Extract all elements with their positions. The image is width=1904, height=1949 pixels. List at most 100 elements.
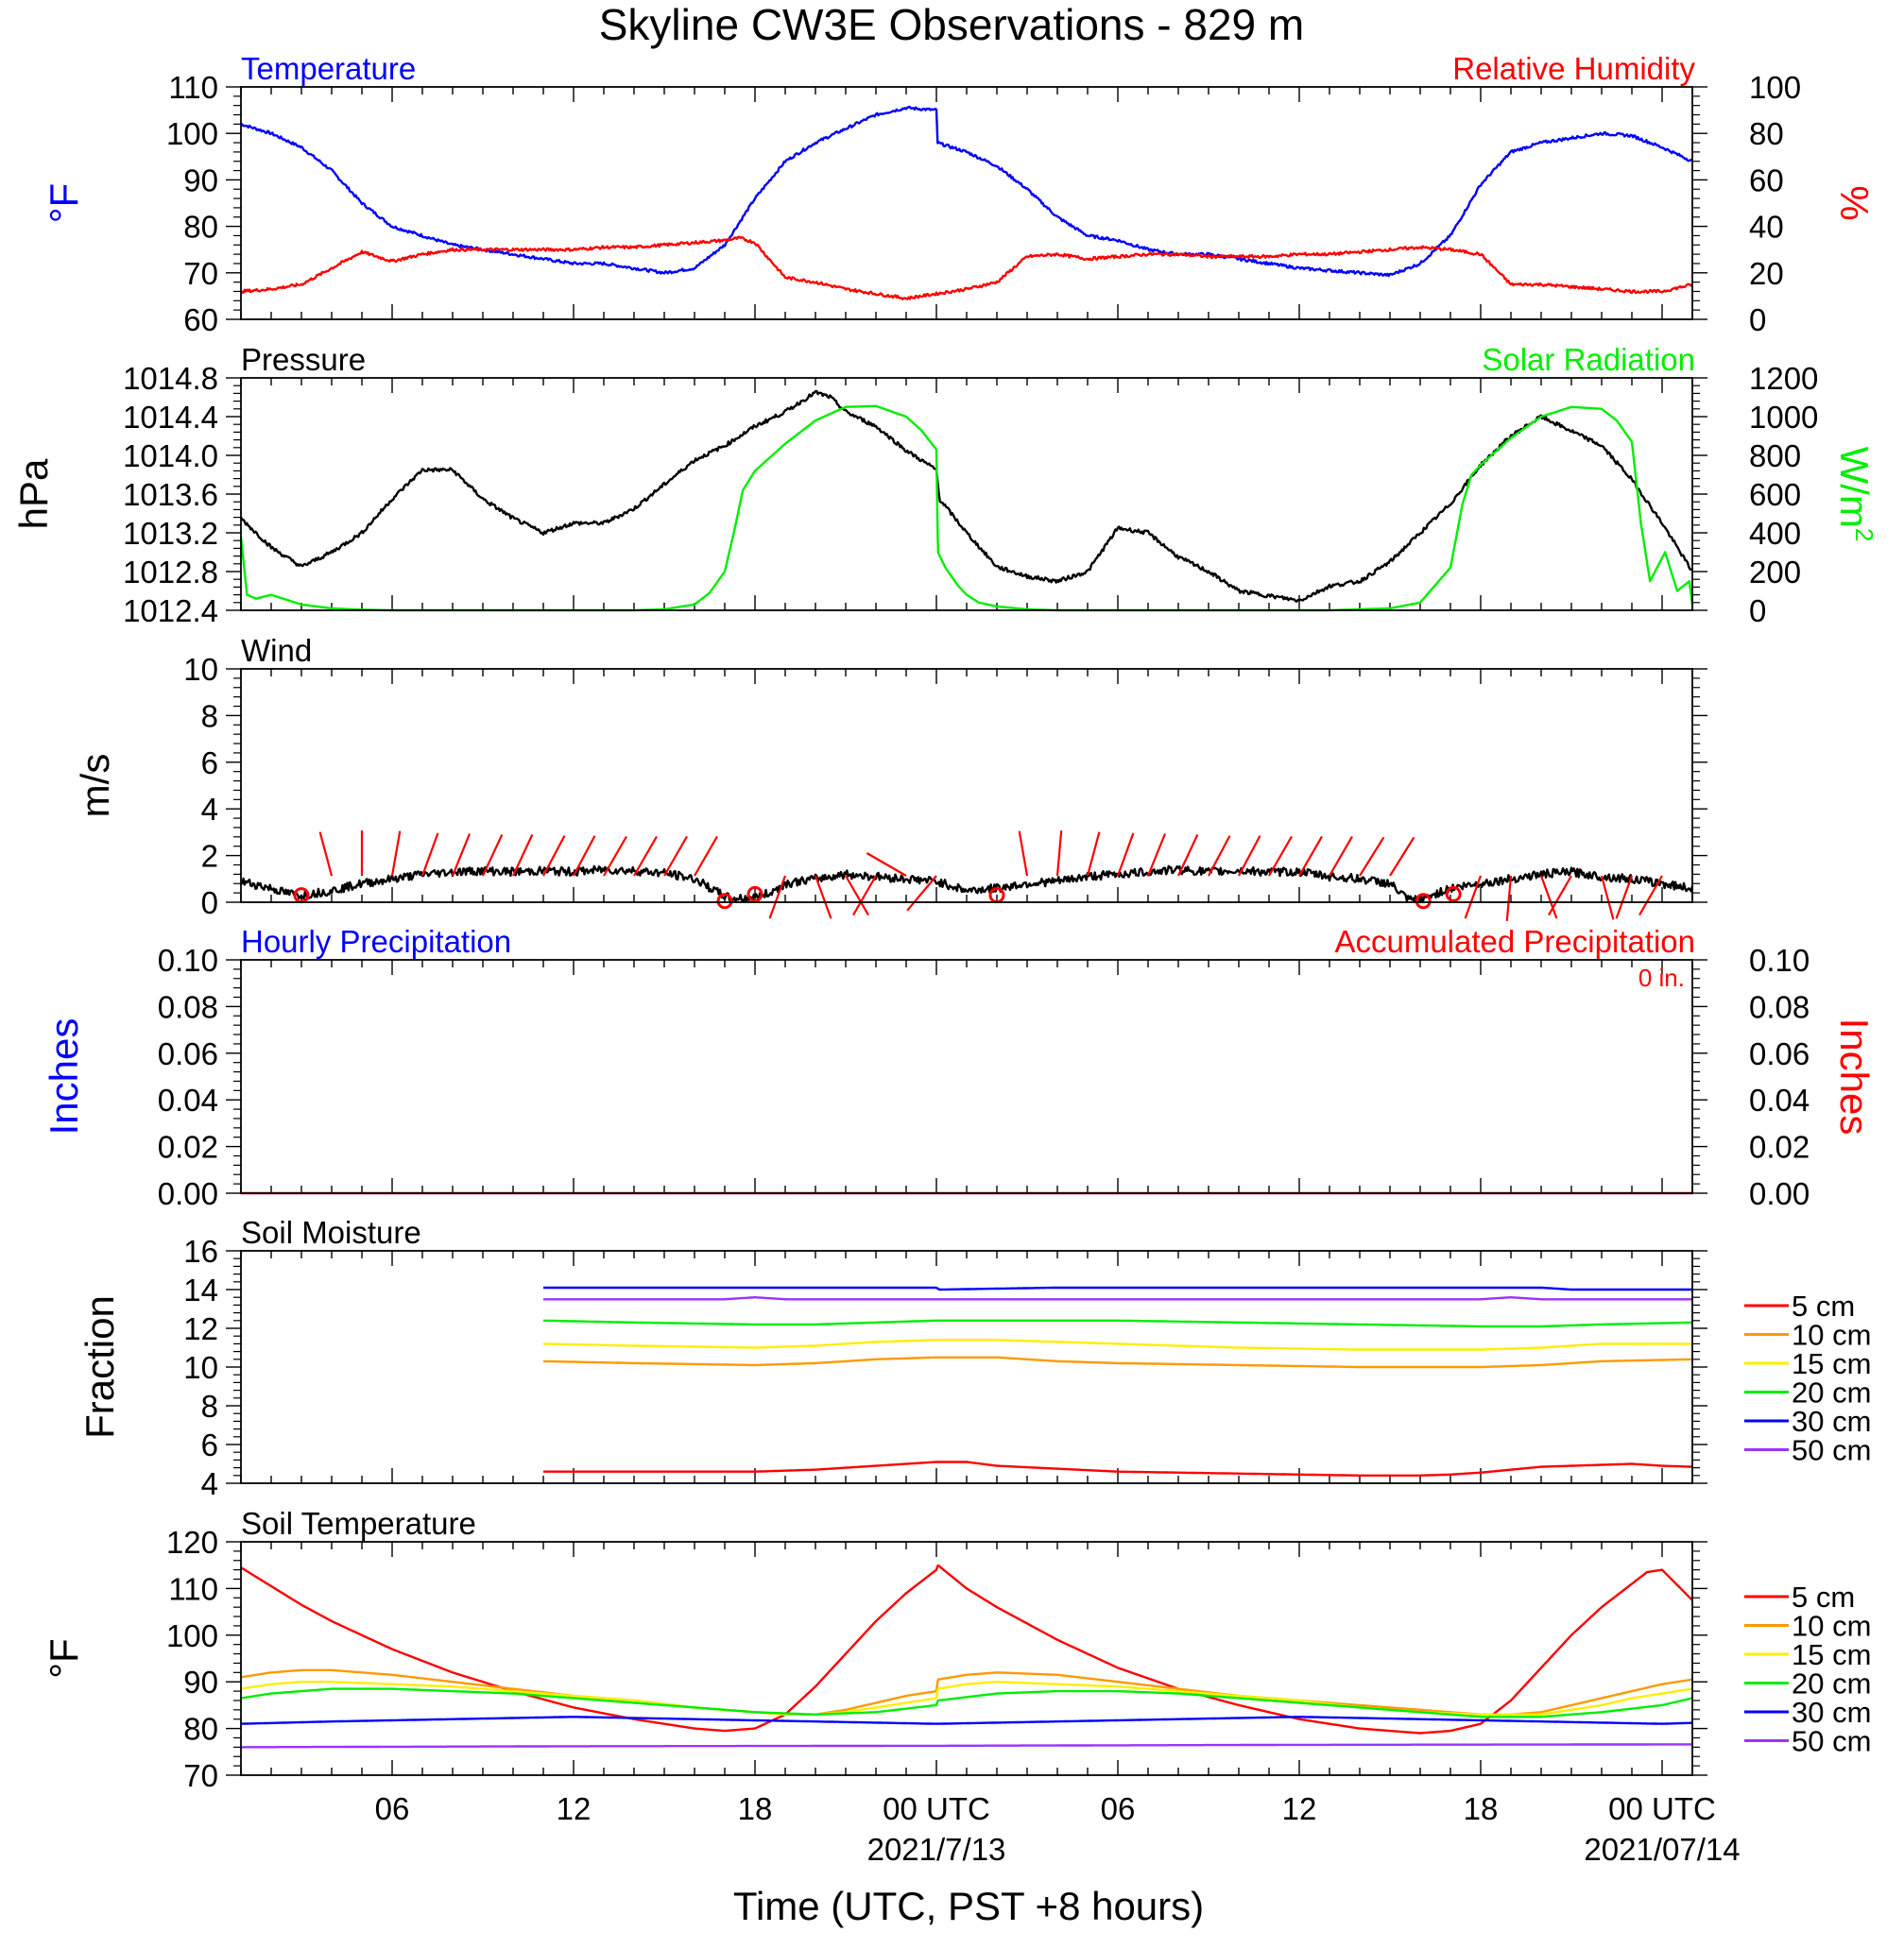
y-tick-label: 60 xyxy=(183,302,218,337)
y2-tick-label: 1000 xyxy=(1749,400,1818,435)
series-line-15-cm xyxy=(542,1339,1693,1351)
panel-title-left: Soil Moisture xyxy=(241,1215,421,1250)
y2-tick-label: 60 xyxy=(1749,162,1784,197)
series-line-5-cm xyxy=(240,1564,1693,1735)
wind-barb xyxy=(1238,835,1261,877)
y2-tick-label: 0 xyxy=(1749,593,1766,628)
y-tick-label: 110 xyxy=(168,70,218,105)
y2-tick-label: 100 xyxy=(1749,70,1801,105)
y-axis-label-left: °F xyxy=(42,1638,86,1678)
y-tick-label: 90 xyxy=(183,1665,218,1700)
y-tick-label: 1012.8 xyxy=(123,555,218,590)
legend-label: 20 cm xyxy=(1792,1667,1871,1701)
x-tick-label: 12 xyxy=(1282,1791,1317,1826)
y-axis-label-superscript: 2 xyxy=(1850,528,1878,541)
wind-barb xyxy=(420,832,439,877)
y-tick-label: 6 xyxy=(201,1428,218,1462)
y-axis-label-left: m/s xyxy=(73,754,117,818)
y2-tick-label: 400 xyxy=(1749,516,1801,551)
y-tick-label: 0.06 xyxy=(158,1036,218,1071)
wind-barb xyxy=(1298,835,1323,877)
y2-tick-label: 1200 xyxy=(1749,361,1818,396)
y2-tick-label: 20 xyxy=(1749,256,1784,291)
y-tick-label: 70 xyxy=(183,1758,218,1793)
legend-label: 20 cm xyxy=(1792,1376,1871,1410)
calm-wind-marker xyxy=(1415,893,1432,910)
wind-barb xyxy=(1359,836,1385,877)
y-tick-label: 6 xyxy=(201,745,218,780)
accumulation-annotation: 0 in. xyxy=(1638,964,1685,992)
y-tick-label: 0.08 xyxy=(158,989,218,1024)
panel-title-left: Hourly Precipitation xyxy=(241,924,511,959)
y-tick-label: 4 xyxy=(201,792,218,827)
wind-barb xyxy=(845,875,869,916)
panel-soil-temperature: 70 80 90 100 110 120 Soil Temperature °F 5 cm10 … xyxy=(42,1506,1871,1793)
y-axis-label-left: Fraction xyxy=(77,1295,122,1439)
y-tick-label: 1013.2 xyxy=(123,516,218,551)
wind-barb xyxy=(694,835,718,877)
wind-barb xyxy=(866,852,907,877)
y-tick-label: 120 xyxy=(166,1525,218,1560)
y-tick-label: 1013.6 xyxy=(123,477,218,512)
y-tick-label: 8 xyxy=(201,1389,218,1424)
panel-title-left: Wind xyxy=(241,633,312,668)
wind-barb xyxy=(1329,835,1353,877)
series-line-5-cm xyxy=(542,1461,1693,1478)
y-tick-label: 8 xyxy=(201,698,218,733)
y2-tick-label: 0.02 xyxy=(1749,1130,1810,1165)
legend-label: 5 cm xyxy=(1792,1581,1855,1614)
y-tick-label: 80 xyxy=(183,210,218,245)
wind-barb xyxy=(906,875,937,912)
wind-barb xyxy=(451,833,472,877)
y-tick-label: 14 xyxy=(183,1273,218,1308)
y-tick-label: 70 xyxy=(183,256,218,291)
wind-barb xyxy=(852,875,877,916)
series-line-10-cm xyxy=(542,1356,1693,1369)
calm-wind-marker xyxy=(1445,885,1462,902)
plot-frame xyxy=(240,1541,1693,1776)
legend-label: 30 cm xyxy=(1792,1696,1871,1729)
y-tick-label: 1014.0 xyxy=(123,438,218,473)
wind-barb xyxy=(1505,875,1513,921)
legend-label: 5 cm xyxy=(1792,1290,1855,1323)
date-label: 2021/07/14 xyxy=(1584,1832,1740,1867)
y-tick-label: 4 xyxy=(201,1466,218,1501)
y-axis-label-right: Inches xyxy=(1832,1018,1877,1136)
y-tick-label: 1014.4 xyxy=(123,400,218,435)
y2-tick-label: 600 xyxy=(1749,477,1801,512)
wind-barb xyxy=(1638,875,1663,916)
y2-tick-label: 800 xyxy=(1749,438,1801,473)
panel-title-left: Pressure xyxy=(241,342,366,377)
panel-temp-rh: 60 70 80 90 100 110 0 20 40 60 80 100 Temperature Rel… xyxy=(42,51,1877,337)
plot-frame xyxy=(240,86,1693,320)
wind-barb xyxy=(573,835,596,877)
wind-barb xyxy=(603,835,627,877)
date-label: 2021/7/13 xyxy=(867,1832,1006,1867)
wind-barb xyxy=(814,875,832,919)
y-tick-label: 1012.4 xyxy=(123,593,218,628)
y2-tick-label: 0.06 xyxy=(1749,1036,1810,1071)
y-tick-label: 10 xyxy=(183,652,218,687)
y2-tick-label: 0.08 xyxy=(1749,989,1810,1024)
y-tick-label: 100 xyxy=(166,1618,218,1653)
y2-tick-label: 40 xyxy=(1749,210,1784,245)
series-line-30-cm xyxy=(240,1716,1693,1725)
series-line-20-cm xyxy=(542,1319,1693,1328)
panel-title-left: Temperature xyxy=(241,51,416,86)
x-tick-label: 06 xyxy=(375,1791,410,1826)
legend-label: 15 cm xyxy=(1792,1638,1871,1671)
y2-tick-label: 0.00 xyxy=(1749,1176,1810,1211)
x-tick-label: 00 UTC xyxy=(883,1791,990,1826)
y2-tick-label: 200 xyxy=(1749,555,1801,590)
wind-barb xyxy=(1548,875,1572,916)
wind-barb xyxy=(1177,834,1199,877)
legend-label: 30 cm xyxy=(1792,1405,1871,1438)
plot-frame xyxy=(240,959,1693,1194)
y-axis-label-left: Inches xyxy=(42,1018,86,1136)
panel-title-right: Accumulated Precipitation xyxy=(1334,924,1695,959)
x-tick-label: 06 xyxy=(1101,1791,1136,1826)
plot-frame xyxy=(240,377,1693,611)
panel-title-right: Solar Radiation xyxy=(1482,342,1695,377)
